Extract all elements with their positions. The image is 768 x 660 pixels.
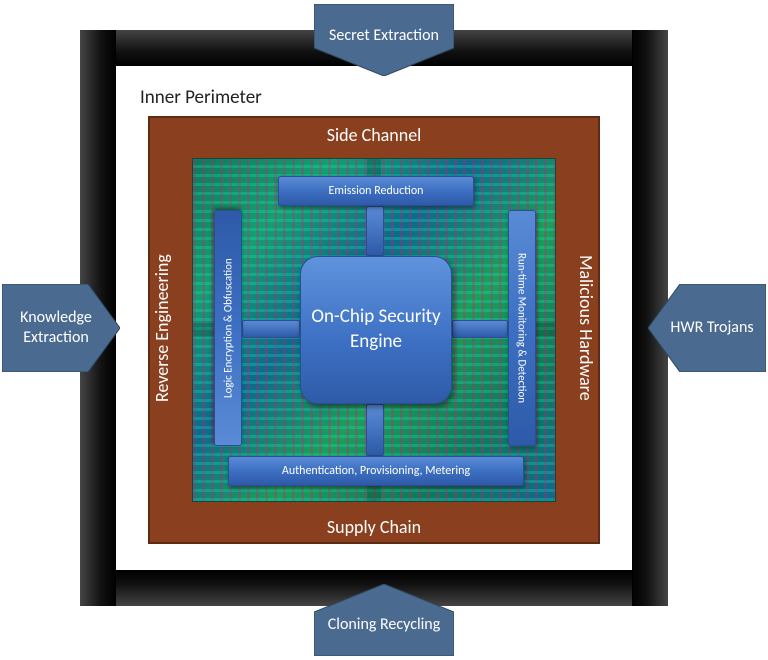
threat-left: Knowledge Extraction [2,284,120,372]
connector-bottom [366,404,384,456]
connector-left [242,320,300,338]
brown-label-top: Side Channel [148,124,600,146]
threat-right: HWR Trojans [648,284,766,372]
connector-top [366,206,384,256]
diagram-root: Outer Perimeter Inner Perimeter Side Cha… [0,0,768,660]
brown-label-left: Reverse Engineering [148,168,176,488]
threat-left-label: Knowledge Extraction [0,308,120,348]
defense-left: Logic Encryption & Obfuscation [214,210,242,446]
threat-top: Secret Extraction [314,4,454,76]
brown-label-right: Malicious Hardware [572,168,600,488]
brown-label-bottom: Supply Chain [148,516,600,538]
defense-top: Emission Reduction [278,176,474,206]
threat-bottom-label: Cloning Recycling [328,615,441,635]
threat-bottom: Cloning Recycling [314,584,454,656]
threat-top-label: Secret Extraction [329,26,439,46]
defense-bottom: Authentication, Provisioning, Metering [228,456,524,486]
defense-right: Run-time Monitoring & Detection [508,210,536,446]
threat-right-label: HWR Trojans [670,318,753,338]
connector-right [452,320,508,338]
core-security-engine: On-Chip Security Engine [300,256,452,404]
inner-perimeter-label: Inner Perimeter [140,86,262,109]
outer-perimeter-label: Outer Perimeter [92,6,218,29]
